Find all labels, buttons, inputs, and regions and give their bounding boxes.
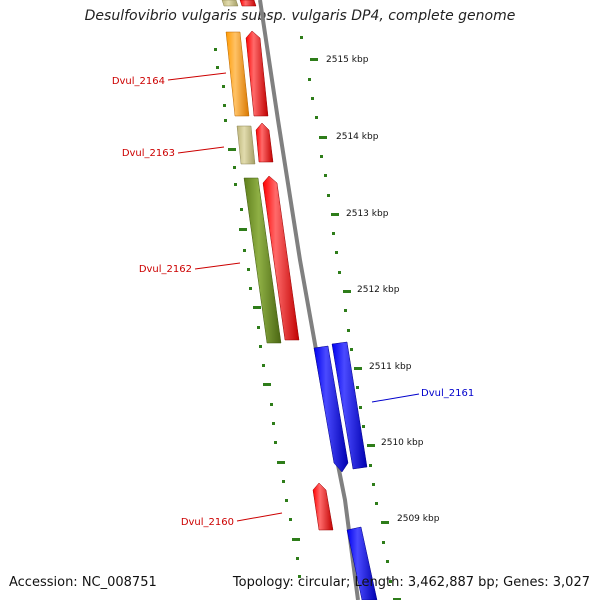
- tick-label-2511: 2511 kbp: [369, 362, 412, 372]
- tick-label-2513: 2513 kbp: [346, 209, 389, 219]
- genome-backbone: [258, 0, 360, 600]
- gene-label-dvul-2164[interactable]: Dvul_2164: [112, 72, 227, 87]
- topology-text: Topology: circular; Length: 3,462,887 bp…: [232, 575, 590, 590]
- gene-label-text: Dvul_2163: [122, 148, 175, 159]
- feature-dvul-2162-olive[interactable]: [243, 177, 282, 344]
- leader-line: [167, 72, 227, 81]
- tick-label-2512: 2512 kbp: [357, 285, 400, 295]
- gene-label-text: Dvul_2162: [139, 264, 192, 275]
- map-title: Desulfovibrio vulgaris subsp. vulgaris D…: [84, 8, 516, 24]
- gene-label-dvul-2160[interactable]: Dvul_2160: [181, 512, 283, 528]
- gene-label-dvul-2163[interactable]: Dvul_2163: [122, 146, 225, 159]
- feature-bottom-blue[interactable]: [346, 526, 378, 600]
- feature-top-khaki[interactable]: [221, 0, 239, 7]
- feature-top-red[interactable]: [239, 0, 257, 7]
- outer-scale-dots: [300, 36, 401, 600]
- tick-label-2515: 2515 kbp: [326, 55, 369, 65]
- leader-line: [194, 262, 241, 270]
- tick-labels: 2515 kbp 2514 kbp 2513 kbp 2512 kbp 2511…: [326, 55, 440, 524]
- leader-line: [177, 146, 225, 154]
- gene-label-text: Dvul_2164: [112, 76, 165, 87]
- feature-dvul-2161-b[interactable]: [331, 341, 368, 470]
- tick-label-2514: 2514 kbp: [336, 132, 379, 142]
- leader-line: [371, 393, 420, 403]
- tick-label-2509: 2509 kbp: [397, 514, 440, 524]
- feature-dvul-2162-red[interactable]: [262, 175, 300, 341]
- gene-label-dvul-2162[interactable]: Dvul_2162: [139, 262, 241, 275]
- feature-dvul-2160-red[interactable]: [312, 482, 334, 531]
- feature-dvul-2163-red[interactable]: [255, 122, 274, 163]
- gene-label-text: Dvul_2161: [421, 388, 474, 399]
- gene-label-text: Dvul_2160: [181, 517, 234, 528]
- tick-label-2510: 2510 kbp: [381, 438, 424, 448]
- leader-line: [236, 512, 283, 522]
- gene-label-dvul-2161[interactable]: Dvul_2161: [371, 388, 474, 403]
- feature-dvul-2161-a[interactable]: [313, 345, 349, 473]
- feature-dvul-2163-khaki[interactable]: [236, 125, 256, 165]
- inner-scale-dots: [214, 48, 301, 578]
- feature-dvul-2164-red[interactable]: [245, 30, 269, 117]
- accession-text: Accession: NC_008751: [9, 575, 157, 590]
- feature-dvul-2164-orange[interactable]: [225, 31, 250, 117]
